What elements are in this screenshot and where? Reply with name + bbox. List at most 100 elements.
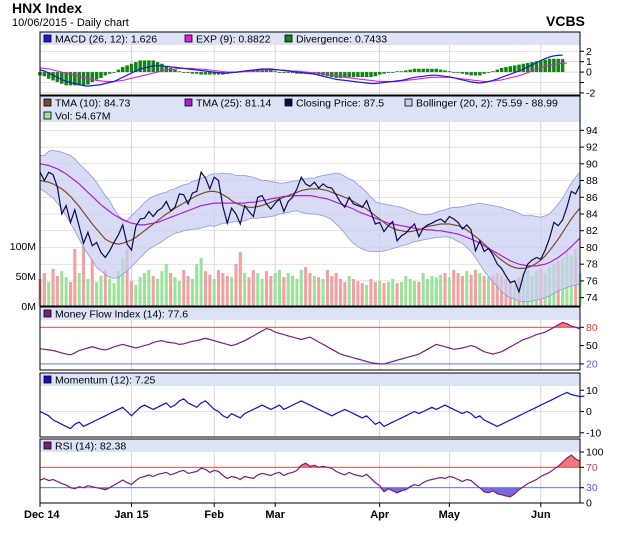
divergence-bar (482, 72, 486, 74)
divergence-bar (195, 72, 199, 74)
divergence-bar (173, 69, 177, 73)
divergence-bar (469, 72, 473, 76)
volume-bar (121, 258, 125, 306)
volume-bar (412, 280, 417, 306)
x-axis-label: Feb (204, 509, 224, 521)
divergence-bar (338, 72, 343, 78)
volume-bar (443, 273, 447, 306)
volume-bar (230, 277, 234, 306)
legend-entry: Bollinger (20, 2): 75.59 - 88.99 (416, 98, 558, 110)
mfi-axis-label: 20 (586, 358, 598, 370)
volume-bar (169, 273, 173, 306)
divergence-bar (460, 72, 465, 74)
price-axis-label: 86 (586, 192, 598, 204)
divergence-bar (351, 72, 356, 78)
divergence-bar (386, 72, 391, 73)
legend-entry: EXP (9): 0.8822 (196, 34, 271, 46)
volume-bar (495, 273, 499, 306)
divergence-bar (391, 72, 395, 73)
divergence-bar (478, 72, 482, 76)
volume-bar (64, 277, 68, 306)
volume-bar (282, 277, 286, 306)
divergence-bar (443, 70, 447, 73)
legend-swatch (404, 98, 413, 107)
divergence-bar (491, 71, 495, 73)
volume-bar (343, 282, 347, 306)
volume-bar (156, 279, 160, 306)
divergence-bar (356, 72, 360, 78)
legend-swatch (43, 98, 52, 107)
price-axis-label: 74 (586, 292, 598, 304)
divergence-bar (290, 72, 295, 73)
legend-entry: Momentum (12): 7.25 (55, 375, 156, 387)
volume-bar (378, 280, 382, 306)
legend-entry: MACD (26, 12): 1.626 (55, 34, 157, 46)
x-axis-label: Dec 14 (24, 509, 60, 521)
price-axis-label: 80 (586, 242, 598, 254)
divergence-bar (508, 66, 513, 73)
divergence-bar (286, 72, 290, 73)
price-axis-label: 92 (586, 142, 598, 154)
volume-bar (164, 264, 168, 306)
volume-bar (99, 276, 103, 306)
volume-bar (203, 271, 208, 306)
volume-bar (251, 270, 255, 306)
volume-bar (356, 280, 360, 306)
volume-bar (456, 273, 460, 306)
volume-bar (199, 258, 203, 306)
volume-bar (129, 280, 133, 306)
legend-swatch (184, 98, 193, 107)
volume-bar (317, 277, 321, 306)
volume-bar (460, 276, 464, 306)
divergence-bar (46, 72, 51, 79)
divergence-bar (499, 67, 504, 73)
divergence-bar (121, 67, 125, 73)
macd-line (39, 54, 563, 87)
divergence-bar (347, 72, 351, 78)
price-axis-label: 76 (586, 275, 598, 287)
volume-bar (395, 283, 399, 306)
divergence-bar (486, 72, 491, 73)
divergence-bar (177, 71, 182, 73)
volume-bar (51, 268, 55, 306)
divergence-bar (408, 69, 412, 73)
volume-bar (330, 276, 334, 306)
x-axis-label: May (439, 509, 461, 521)
divergence-bar (417, 68, 421, 73)
chart-title: HNX Index (12, 0, 82, 16)
volume-bar (352, 279, 356, 306)
divergence-bar (64, 72, 68, 86)
price-axis-label: 94 (586, 125, 598, 137)
divergence-bar (208, 72, 212, 75)
volume-bar (234, 264, 238, 306)
volume-bar (404, 276, 408, 306)
legend-strip (40, 439, 580, 452)
divergence-bar (504, 67, 508, 73)
divergence-bar (147, 60, 151, 73)
volume-bar (312, 276, 316, 306)
volume-bar (360, 283, 364, 306)
rsi-line (39, 454, 581, 498)
x-axis-label: Mar (265, 509, 285, 521)
volume-bar (55, 276, 59, 306)
legend-swatch (43, 111, 52, 120)
closing-price-line (39, 170, 581, 294)
volume-bar (269, 276, 273, 306)
divergence-bar (543, 59, 547, 73)
volume-bar (238, 252, 242, 306)
divergence-bar (116, 69, 121, 73)
legend-entry: Closing Price: 87.5 (296, 98, 384, 110)
divergence-bar (560, 59, 565, 73)
momentum-axis-label: 10 (586, 385, 598, 397)
volume-bar (225, 276, 229, 306)
volume-bar (103, 270, 107, 306)
momentum-axis-label: -10 (586, 427, 601, 439)
divergence-bar (434, 68, 439, 73)
divergence-bar (343, 72, 347, 78)
divergence-bar (295, 72, 299, 74)
volume-bar (273, 273, 277, 306)
divergence-bar (103, 72, 108, 76)
volume-bar (465, 271, 469, 306)
divergence-bar (395, 71, 399, 73)
divergence-bar (160, 63, 164, 73)
